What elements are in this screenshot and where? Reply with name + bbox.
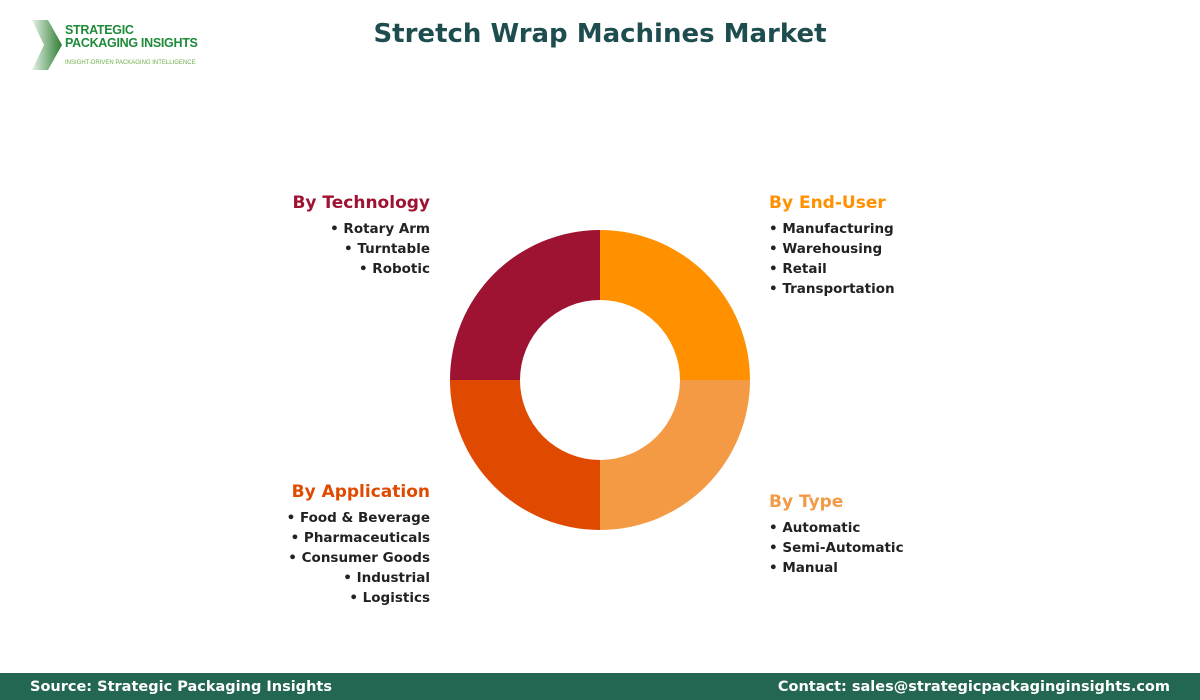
list-item: Industrial: [287, 568, 430, 588]
list-item: Retail: [769, 259, 895, 279]
segment-title: By Application: [291, 482, 430, 502]
page-title: Stretch Wrap Machines Market: [373, 19, 827, 49]
list-item: Turntable: [292, 239, 430, 259]
segment-application-slice: [450, 380, 600, 530]
list-item: Transportation: [769, 279, 894, 299]
list-item: Food & Beverage: [287, 508, 430, 528]
list-item: Manufacturing: [769, 219, 895, 239]
segment-end-user: By End-User ManufacturingWarehousingReta…: [769, 193, 895, 299]
source-text: Source: Strategic Packaging Insights: [30, 678, 332, 695]
footer: Source: Strategic Packaging Insights Con…: [0, 673, 1200, 700]
list-item: Automatic: [769, 518, 904, 538]
segment-application: By Application Food & BeveragePharmaceut…: [287, 482, 430, 608]
contact-text[interactable]: Contact: sales@strategicpackaginginsight…: [777, 678, 1170, 695]
segment-end-user-slice: [600, 230, 750, 380]
list-item: Rotary Arm: [292, 219, 430, 239]
list-item: Manual: [769, 558, 904, 578]
segment-technology-slice: [450, 230, 600, 380]
segment-title: By Type: [769, 492, 844, 512]
logo-tagline: INSIGHT-DRIVEN PACKAGING INTELLIGENCE: [65, 60, 196, 66]
logo-line2: PACKAGING INSIGHTS: [65, 36, 198, 50]
list-item: Warehousing: [769, 239, 895, 259]
list-item: Robotic: [292, 259, 430, 279]
logo-chevron-icon: [32, 20, 62, 70]
list-item: Semi-Automatic: [769, 538, 903, 558]
segment-technology: By Technology Rotary ArmTurntableRobotic: [292, 193, 430, 279]
logo: STRATEGIC PACKAGING INSIGHTS INSIGHT-DRI…: [32, 18, 212, 73]
segment-title: By Technology: [292, 193, 430, 213]
list-item: Consumer Goods: [287, 548, 430, 568]
segment-type-slice: [600, 380, 750, 530]
segment-type: By Type AutomaticSemi-AutomaticManual: [769, 492, 904, 578]
list-item: Logistics: [287, 588, 430, 608]
segment-title: By End-User: [769, 193, 886, 213]
list-item: Pharmaceuticals: [287, 528, 430, 548]
logo-line1: STRATEGIC: [65, 23, 134, 37]
